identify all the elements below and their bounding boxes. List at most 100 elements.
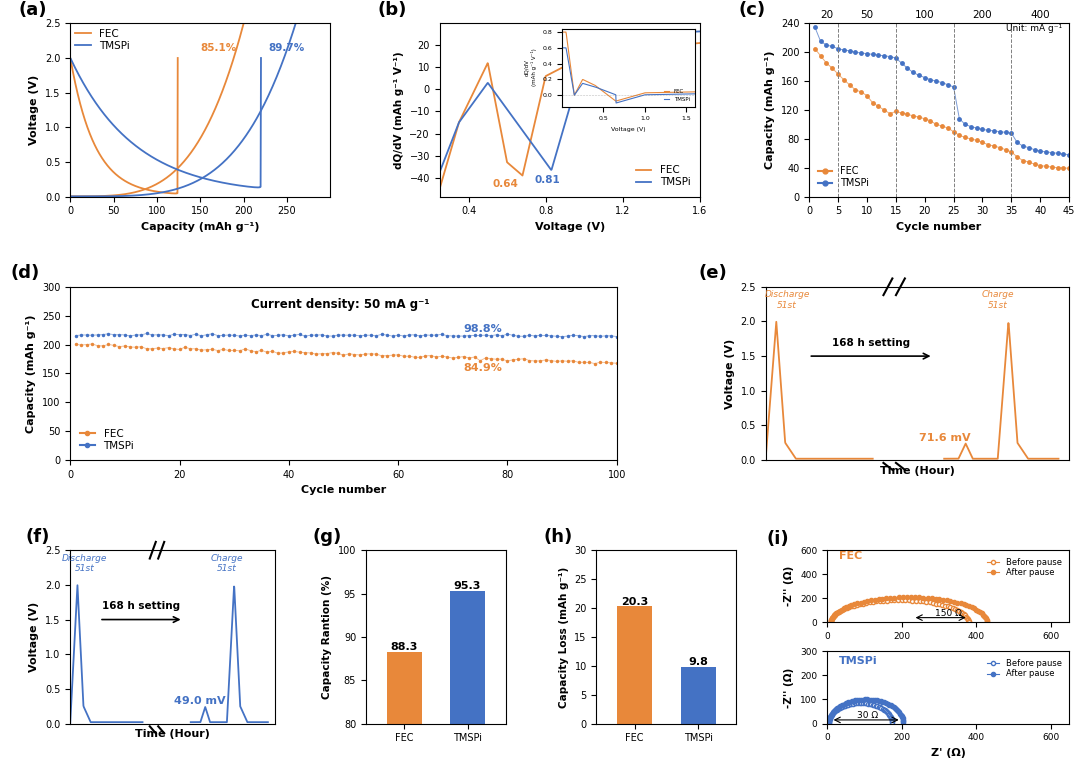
After pause: [981, 618, 994, 627]
Text: (f): (f): [25, 527, 50, 545]
Text: (h): (h): [543, 527, 572, 545]
Text: Charge
51st: Charge 51st: [982, 290, 1014, 310]
Before pause: [834, 607, 847, 616]
Before pause: [824, 618, 837, 627]
Y-axis label: -Z'' (Ω): -Z'' (Ω): [784, 668, 795, 707]
Y-axis label: dQ/dV (mAh g⁻¹ V⁻¹): dQ/dV (mAh g⁻¹ V⁻¹): [394, 51, 404, 169]
After pause: [841, 698, 854, 707]
Before pause: [835, 703, 848, 712]
Text: 71.6 mV: 71.6 mV: [919, 433, 971, 443]
After pause: [865, 596, 878, 605]
Text: (d): (d): [10, 264, 39, 282]
Text: Charge
51st: Charge 51st: [211, 554, 243, 573]
After pause: [840, 699, 853, 708]
Text: 88.3: 88.3: [390, 642, 418, 652]
Legend: Before pause, After pause: Before pause, After pause: [983, 656, 1065, 682]
X-axis label: Capacity (mAh g⁻¹): Capacity (mAh g⁻¹): [141, 222, 259, 232]
Y-axis label: Voltage (V): Voltage (V): [29, 75, 40, 145]
Before pause: [860, 598, 873, 608]
After pause: [827, 706, 840, 716]
X-axis label: Time (Hour): Time (Hour): [880, 466, 955, 475]
Line: Before pause: Before pause: [827, 701, 894, 726]
Y-axis label: Capacity Rantion (%): Capacity Rantion (%): [322, 575, 333, 699]
Y-axis label: Capacity Loss (mAh g⁻¹): Capacity Loss (mAh g⁻¹): [558, 566, 569, 707]
After pause: [848, 600, 861, 609]
Before pause: [846, 602, 859, 612]
Bar: [450, 591, 485, 778]
After pause: [834, 702, 847, 711]
Legend: FEC, TMSPi: FEC, TMSPi: [76, 425, 138, 455]
Before pause: [868, 700, 881, 710]
Text: Discharge
51st: Discharge 51st: [765, 290, 810, 310]
Text: FEC: FEC: [839, 551, 862, 561]
Text: 49.0 mV: 49.0 mV: [174, 696, 226, 706]
Before pause: [839, 701, 852, 710]
Before pause: [827, 709, 840, 718]
Before pause: [886, 719, 899, 728]
After pause: [901, 593, 914, 602]
Line: Before pause: Before pause: [828, 598, 971, 625]
Bar: [617, 606, 652, 724]
After pause: [936, 595, 949, 605]
Before pause: [851, 601, 864, 610]
Before pause: [832, 704, 845, 713]
Text: 20.3: 20.3: [621, 597, 648, 607]
Text: (c): (c): [739, 1, 766, 19]
Bar: [680, 667, 716, 724]
Text: 200: 200: [973, 10, 993, 20]
After pause: [861, 597, 874, 606]
Text: 89.7%: 89.7%: [268, 43, 305, 53]
Text: (e): (e): [699, 264, 728, 282]
After pause: [822, 719, 835, 728]
After pause: [835, 605, 848, 615]
Text: 85.1%: 85.1%: [200, 43, 237, 53]
Text: Current density: 50 mA g⁻¹: Current density: 50 mA g⁻¹: [251, 297, 429, 310]
Text: TMSPi: TMSPi: [839, 657, 878, 666]
Before pause: [856, 599, 869, 608]
Line: After pause: After pause: [828, 595, 989, 625]
After pause: [896, 719, 909, 728]
Y-axis label: Voltage (V): Voltage (V): [725, 338, 734, 408]
Before pause: [962, 618, 975, 627]
Bar: [387, 652, 421, 778]
Y-axis label: Voltage (V): Voltage (V): [29, 601, 40, 672]
Text: 168 h setting: 168 h setting: [103, 601, 180, 612]
Text: Unit: mA g⁻¹: Unit: mA g⁻¹: [1007, 23, 1063, 33]
Text: 168 h setting: 168 h setting: [832, 338, 910, 348]
Text: 20: 20: [820, 10, 833, 20]
Y-axis label: Capacity (mAh g⁻¹): Capacity (mAh g⁻¹): [26, 314, 37, 433]
After pause: [837, 700, 850, 710]
Before pause: [822, 719, 835, 728]
Text: 0.64: 0.64: [492, 179, 518, 188]
Text: (a): (a): [18, 1, 46, 19]
Text: 50: 50: [861, 10, 874, 20]
Y-axis label: -Z'' (Ω): -Z'' (Ω): [784, 566, 795, 607]
Before pause: [853, 699, 866, 708]
X-axis label: Z' (Ω): Z' (Ω): [931, 748, 966, 758]
Text: Discharge
51st: Discharge 51st: [62, 554, 107, 573]
Text: (b): (b): [377, 1, 406, 19]
Text: 84.9%: 84.9%: [463, 363, 502, 373]
Y-axis label: Capacity (mAh g⁻¹): Capacity (mAh g⁻¹): [766, 51, 775, 170]
Text: 98.8%: 98.8%: [463, 324, 502, 334]
Before pause: [837, 702, 850, 711]
X-axis label: Voltage (V): Voltage (V): [535, 222, 605, 232]
Text: 100: 100: [915, 10, 934, 20]
After pause: [824, 618, 837, 627]
Legend: FEC, TMSPi: FEC, TMSPi: [76, 29, 130, 51]
Line: After pause: After pause: [827, 697, 905, 726]
After pause: [876, 697, 889, 706]
Text: 95.3: 95.3: [454, 581, 482, 591]
Before pause: [923, 598, 936, 607]
Text: 400: 400: [1030, 10, 1050, 20]
X-axis label: Cycle number: Cycle number: [896, 222, 982, 232]
Legend: FEC, TMSPi: FEC, TMSPi: [814, 162, 873, 192]
X-axis label: Cycle number: Cycle number: [301, 485, 387, 496]
Before pause: [891, 595, 904, 605]
Legend: Before pause, After pause: Before pause, After pause: [983, 555, 1065, 580]
Text: 30 Ω: 30 Ω: [856, 710, 878, 720]
Text: (g): (g): [313, 527, 342, 545]
Legend: FEC, TMSPi: FEC, TMSPi: [632, 161, 694, 191]
After pause: [854, 598, 867, 607]
Text: (i): (i): [767, 531, 789, 548]
